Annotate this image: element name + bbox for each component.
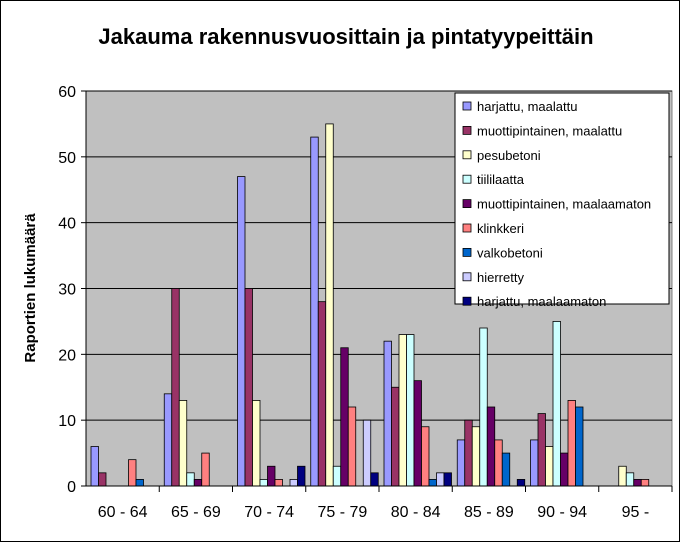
bar: [274, 479, 283, 487]
bar: [545, 446, 554, 487]
bar: [501, 452, 511, 487]
legend-swatch: [462, 247, 472, 257]
legend-label: muottipintainen, maalattu: [477, 123, 622, 138]
x-tick-label: 65 - 69: [171, 504, 221, 521]
bar: [486, 406, 496, 487]
legend-swatch: [462, 223, 472, 233]
legend-box: [454, 92, 670, 305]
bar: [494, 439, 503, 487]
x-tick-label: 95 -: [622, 504, 650, 521]
bar: [471, 426, 481, 487]
bar: [289, 479, 298, 487]
bar: [633, 479, 642, 487]
bar: [90, 446, 99, 487]
bar: [456, 439, 466, 487]
x-tick-label: 85 - 89: [464, 504, 514, 521]
bar: [398, 334, 407, 487]
bar: [98, 472, 107, 487]
bar: [567, 400, 576, 487]
bar: [310, 136, 319, 487]
y-tick-label: 0: [67, 479, 76, 496]
bar: [259, 479, 268, 487]
legend-swatch: [462, 174, 472, 184]
bar: [406, 334, 415, 487]
x-tick-label: 75 - 79: [317, 504, 367, 521]
legend-swatch: [462, 150, 472, 160]
bar: [267, 465, 276, 487]
chart-title: Jakauma rakennusvuosittain ja pintatyype…: [98, 24, 593, 49]
y-tick-label: 10: [58, 413, 76, 430]
bar: [332, 465, 342, 487]
tick-labels: 0 10 20 30 40 50 60 60 - 64 65 - 69 70 - 74 75 - 7…: [58, 84, 649, 521]
x-tick-label: 70 - 74: [244, 504, 294, 521]
bar: [383, 340, 392, 487]
bar: [171, 288, 180, 487]
x-tick-label: 90 - 94: [537, 504, 587, 521]
bar: [201, 452, 210, 487]
bar: [347, 406, 357, 487]
y-axis-label: Raportien lukumäärä: [22, 213, 39, 363]
axes: [81, 90, 673, 492]
legend-label: tiililaatta: [477, 172, 525, 187]
y-tick-label: 50: [58, 150, 76, 167]
bar: [340, 347, 349, 487]
bar: [530, 439, 539, 487]
bar: [178, 400, 188, 487]
legend-label: muottipintainen, maalaamaton: [477, 197, 651, 212]
bar: [552, 321, 561, 487]
bar: [244, 288, 253, 487]
bar: [421, 426, 430, 487]
legend-swatch: [462, 101, 472, 111]
bar: [625, 472, 635, 487]
bar: [464, 419, 473, 487]
bar: [252, 400, 261, 487]
bar: [640, 479, 650, 487]
legend-label: harjattu, maalattu: [477, 99, 577, 114]
bar: [479, 327, 488, 487]
legend-label: hierretty: [477, 270, 524, 285]
bar: [575, 406, 584, 487]
bar: [163, 393, 173, 487]
bar: [560, 452, 569, 487]
legend-label: pesubetoni: [477, 148, 541, 163]
legend-swatch: [462, 199, 472, 209]
legend: harjattu, maalattu muottipintainen, maala…: [454, 92, 670, 309]
bar: [135, 479, 144, 487]
bar: [516, 479, 526, 487]
bar: [297, 465, 306, 487]
bar: [370, 472, 379, 487]
bar: [186, 472, 195, 487]
bar: [317, 301, 327, 487]
y-tick-label: 30: [58, 282, 76, 299]
bar: [128, 459, 137, 487]
bars: [90, 123, 650, 487]
legend-swatch: [462, 296, 472, 306]
bar: [237, 176, 246, 487]
bar: [391, 386, 400, 487]
y-tick-label: 20: [58, 347, 76, 364]
legend-label: klinkkeri: [477, 221, 524, 236]
legend-swatch: [462, 126, 472, 135]
bar: [443, 472, 452, 487]
bar: [325, 123, 334, 487]
bar: [436, 472, 445, 487]
x-tick-label: 80 - 84: [391, 504, 441, 521]
bar: [413, 380, 422, 487]
bar: [362, 419, 372, 487]
y-tick-label: 60: [58, 84, 76, 101]
x-tick-label: 60 - 64: [98, 504, 148, 521]
legend-swatch: [462, 272, 472, 282]
bar: [618, 465, 627, 487]
legend-label: valkobetoni: [477, 245, 543, 260]
bar: [193, 479, 203, 487]
y-tick-label: 40: [58, 216, 76, 233]
bar: [537, 413, 546, 487]
legend-label: harjattu, maalaamaton: [477, 294, 606, 309]
bar: [428, 479, 437, 487]
